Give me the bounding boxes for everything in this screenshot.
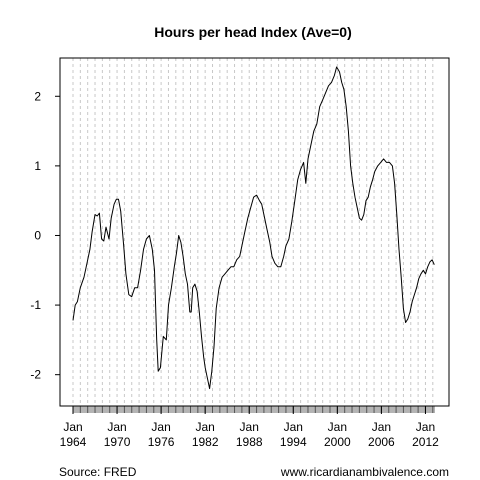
x-tick-month: Jan xyxy=(328,420,347,434)
x-tick-label: 1964 xyxy=(60,435,87,449)
series-layer xyxy=(72,66,435,390)
plot-frame xyxy=(59,57,450,407)
y-tick-label: 2 xyxy=(34,89,41,103)
x-axis: Jan1964Jan1970Jan1976Jan1982Jan1988Jan19… xyxy=(60,406,439,449)
x-tick-month: Jan xyxy=(151,420,170,434)
x-tick-month: Jan xyxy=(372,420,391,434)
y-tick-label: -2 xyxy=(30,368,41,382)
website-credit: www.ricardianambivalence.com xyxy=(280,465,449,479)
y-tick-label: 1 xyxy=(34,159,41,173)
x-tick-label: 2006 xyxy=(368,435,395,449)
y-axis: -2 -1 0 1 2 xyxy=(30,89,60,382)
source-note: Source: FRED xyxy=(59,465,137,479)
x-tick-month: Jan xyxy=(284,420,303,434)
x-tick-month: Jan xyxy=(63,420,82,434)
x-tick-month: Jan xyxy=(195,420,214,434)
x-tick-label: 1982 xyxy=(192,435,219,449)
x-tick-month: Jan xyxy=(107,420,126,434)
y-tick-label: -1 xyxy=(30,298,41,312)
x-tick-label: 1976 xyxy=(148,435,175,449)
chart-title: Hours per head Index (Ave=0) xyxy=(154,24,351,40)
series-line xyxy=(72,66,435,390)
y-tick-label: 0 xyxy=(34,228,41,242)
x-tick-label: 2012 xyxy=(412,435,439,449)
vertical-gridlines xyxy=(72,58,434,406)
x-tick-month: Jan xyxy=(240,420,259,434)
x-tick-label: 1970 xyxy=(104,435,131,449)
x-tick-label: 1994 xyxy=(280,435,307,449)
x-tick-label: 1988 xyxy=(236,435,263,449)
x-tick-label: 2000 xyxy=(324,435,351,449)
x-tick-month: Jan xyxy=(416,420,435,434)
x-axis-tick-band xyxy=(73,406,435,413)
